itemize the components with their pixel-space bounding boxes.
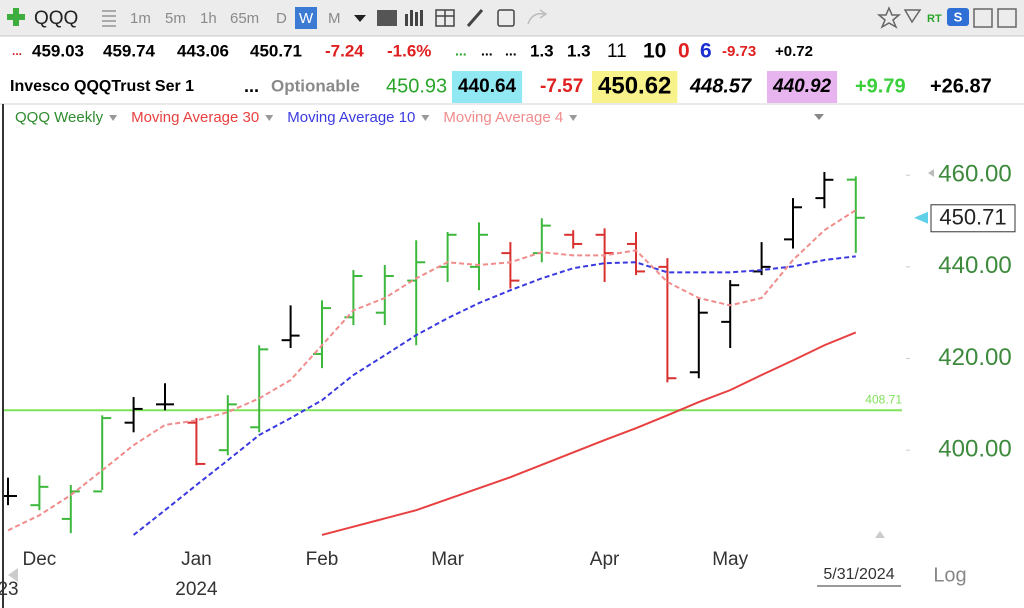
scroll-left[interactable] (8, 568, 18, 582)
menu-icon[interactable] (102, 10, 116, 27)
quote-field: -9.73 (722, 43, 756, 60)
moving-average-line (132, 255, 856, 536)
x-tick-label: Apr (590, 549, 620, 570)
last-price-pointer (914, 211, 928, 224)
legend-dropdown[interactable] (265, 115, 274, 121)
quote-field: ... (481, 43, 493, 59)
x-tick-label: Feb (306, 549, 339, 570)
quote-field: 448.57 (689, 75, 752, 97)
quote-highlight (767, 71, 838, 103)
quote-field: 1.3 (530, 41, 554, 60)
legend-entry[interactable]: Moving Average 10 (287, 109, 415, 126)
y-tick-label: 400.00 (938, 436, 1011, 463)
quote-field: 450.62 (598, 72, 671, 99)
y-tick-label: 420.00 (938, 344, 1011, 371)
interval-button[interactable]: 1m (130, 10, 151, 27)
quote-field: +9.79 (855, 75, 906, 97)
legend-dropdown[interactable] (421, 115, 430, 121)
s-button[interactable]: S (954, 9, 963, 24)
axis-pointer (928, 169, 934, 177)
quote-field: -7.24 (325, 41, 364, 60)
rt-button[interactable]: RT (927, 13, 942, 25)
interval-button[interactable]: D (276, 10, 287, 27)
y-tick-label: 440.00 (938, 252, 1011, 279)
quote-field: +0.72 (775, 43, 813, 60)
quote-field: 440.92 (772, 76, 832, 97)
legend-entry[interactable]: QQQ Weekly (15, 109, 104, 126)
quote-field: +26.87 (930, 75, 992, 97)
x-tick-label: Mar (431, 549, 464, 570)
quote-field: ... (12, 44, 22, 58)
date-label: 5/31/2024 (823, 566, 894, 583)
quote-field: -1.6% (387, 41, 431, 60)
log-toggle[interactable]: Log (933, 564, 966, 586)
quote-field: 443.06 (177, 41, 229, 60)
quote-field: Optionable (271, 76, 360, 95)
quote-field: 1.3 (567, 41, 591, 60)
chart-tools[interactable] (377, 9, 548, 27)
right-tools[interactable] (876, 6, 1017, 29)
quote-field: 0 (678, 40, 690, 63)
interval-button[interactable]: W (299, 10, 314, 27)
quote-highlight (592, 71, 678, 103)
last-price-box (930, 204, 1016, 233)
quote-field: ... (505, 43, 517, 59)
last-price-label: 450.71 (939, 205, 1006, 230)
toolbar (0, 0, 1024, 36)
active-interval-bg (295, 7, 317, 29)
interval-dropdown[interactable] (354, 15, 366, 22)
quote-field: ... (455, 43, 467, 59)
interval-button[interactable]: M (328, 10, 341, 27)
legend-dropdown[interactable] (569, 115, 578, 121)
quote-field: 440.64 (458, 76, 517, 97)
quote-highlight (452, 71, 523, 103)
quote-field: 459.74 (103, 41, 156, 60)
quote-field: -7.57 (540, 76, 583, 97)
scroll-up[interactable] (875, 531, 885, 538)
legend-dropdown[interactable] (109, 115, 118, 121)
legend-entry[interactable]: Moving Average 4 (443, 109, 563, 126)
quote-field: 11 (607, 41, 627, 62)
moving-average-line (321, 331, 857, 536)
quote-field: 459.03 (32, 41, 84, 60)
quote-field: 450.71 (250, 41, 302, 60)
x-tick-label: Jan (181, 549, 212, 570)
quote-field: Invesco QQQTrust Ser 1 (10, 78, 194, 95)
quote-field: 6 (700, 40, 712, 63)
x-year-label: 2024 (175, 579, 218, 600)
quote-field: 10 (643, 40, 666, 63)
y-tick-label: 460.00 (938, 161, 1011, 188)
x-tick-label: May (712, 549, 748, 570)
interval-button[interactable]: 5m (165, 10, 186, 27)
moving-average-line (7, 209, 857, 532)
symbol[interactable]: QQQ (34, 8, 78, 29)
x-year-label: 23 (0, 579, 19, 600)
x-tick-label: Dec (23, 549, 57, 570)
quote-field: 450.93 (386, 75, 447, 97)
horizontal-line-label: 408.71 (865, 392, 902, 406)
interval-button[interactable]: 1h (200, 10, 217, 27)
interval-button[interactable]: 65m (230, 10, 259, 27)
quote-field: ... (244, 76, 259, 96)
add-icon[interactable] (7, 8, 25, 26)
legend-menu[interactable] (814, 114, 824, 120)
legend-entry[interactable]: Moving Average 30 (131, 109, 259, 126)
